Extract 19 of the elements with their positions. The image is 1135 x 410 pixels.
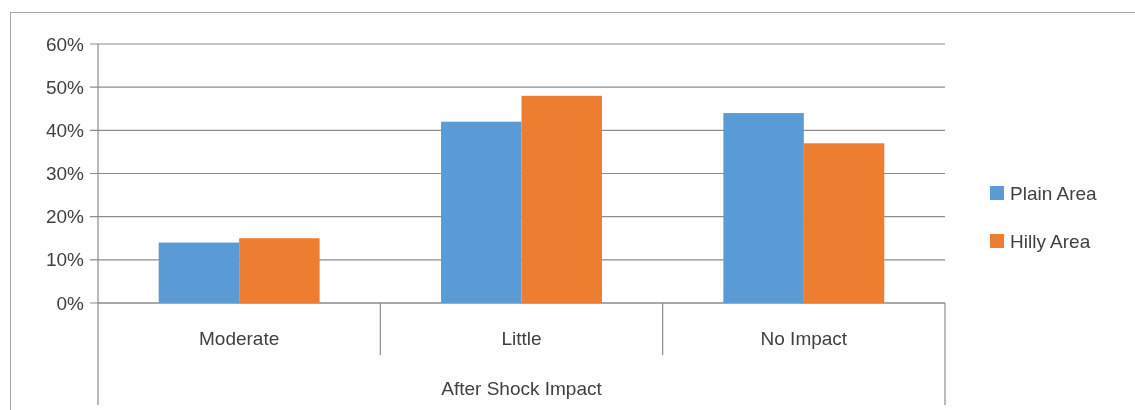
bar: [158, 242, 240, 303]
y-tick-label: 60%: [45, 33, 85, 55]
y-tick-label: 20%: [45, 206, 85, 228]
bar: [239, 238, 320, 303]
x-tick-label: No Impact: [760, 327, 848, 349]
bar: [521, 95, 602, 303]
y-tick-label: 10%: [45, 249, 85, 271]
y-tick-label: 0%: [56, 292, 85, 314]
x-tick-label: Little: [501, 327, 542, 349]
x-tick-label: Moderate: [199, 327, 280, 349]
bar: [723, 113, 804, 303]
y-tick-label: 40%: [45, 119, 85, 141]
x-axis-title: After Shock Impact: [441, 377, 603, 399]
y-tick-label: 30%: [45, 163, 85, 185]
legend-label: Plain Area: [1010, 182, 1098, 204]
bar: [803, 143, 885, 303]
y-tick-label: 50%: [45, 76, 85, 98]
bar: [441, 121, 522, 303]
legend-label: Hilly Area: [1010, 230, 1091, 252]
